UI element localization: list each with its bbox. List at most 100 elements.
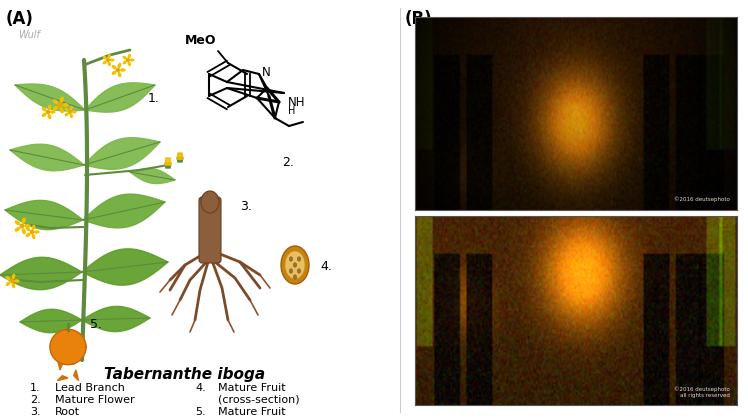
Ellipse shape [120,69,125,71]
Polygon shape [5,200,83,230]
Polygon shape [84,138,160,169]
Text: 2.: 2. [30,395,40,405]
Ellipse shape [123,56,126,59]
Ellipse shape [128,62,130,66]
Ellipse shape [112,71,116,74]
Ellipse shape [12,274,15,278]
Ellipse shape [6,282,10,285]
Ellipse shape [25,225,30,227]
Text: 5.: 5. [90,318,102,331]
Circle shape [31,231,34,234]
Text: H: H [288,106,295,116]
Ellipse shape [49,105,51,110]
Ellipse shape [297,257,301,261]
Ellipse shape [49,115,51,118]
Circle shape [107,59,109,61]
Polygon shape [58,375,68,381]
Ellipse shape [65,108,68,111]
Ellipse shape [103,56,106,59]
Circle shape [69,111,71,113]
Circle shape [126,59,129,61]
Polygon shape [20,309,82,333]
Ellipse shape [70,114,73,118]
Text: Mature Flower: Mature Flower [55,395,135,405]
Text: 1.: 1. [148,92,160,105]
Ellipse shape [32,226,34,229]
Ellipse shape [26,234,30,236]
Text: Wulf: Wulf [18,30,40,40]
Ellipse shape [118,73,120,76]
Ellipse shape [130,59,134,61]
Text: Tabernanthe iboga: Tabernanthe iboga [105,368,266,383]
Ellipse shape [297,269,301,273]
Polygon shape [83,194,165,228]
Ellipse shape [6,277,10,280]
Ellipse shape [110,59,114,61]
Ellipse shape [61,97,63,102]
Polygon shape [0,257,82,290]
Ellipse shape [293,275,297,279]
Ellipse shape [53,100,58,103]
Polygon shape [130,168,175,184]
Ellipse shape [12,284,15,288]
Polygon shape [82,307,150,332]
Ellipse shape [108,55,110,58]
Text: 4.: 4. [320,260,332,273]
Polygon shape [177,158,183,162]
Circle shape [58,103,62,107]
Ellipse shape [103,61,106,63]
Text: (A): (A) [6,10,34,28]
Circle shape [10,279,13,283]
Polygon shape [58,360,62,370]
Polygon shape [165,158,171,165]
Polygon shape [177,153,183,159]
Polygon shape [50,329,86,365]
Polygon shape [10,144,84,171]
Polygon shape [82,249,168,285]
Ellipse shape [70,107,73,110]
FancyBboxPatch shape [199,197,221,263]
Polygon shape [73,370,79,381]
Text: 3.: 3. [30,407,40,417]
Text: MeO: MeO [185,34,216,47]
Ellipse shape [289,257,292,261]
Ellipse shape [22,229,25,234]
Ellipse shape [112,66,116,69]
Ellipse shape [22,218,25,223]
Polygon shape [15,84,85,111]
Polygon shape [85,83,155,112]
Text: ©2016 deutsephoto: ©2016 deutsephoto [675,197,730,202]
Ellipse shape [281,246,309,284]
Ellipse shape [15,280,19,282]
Ellipse shape [285,251,305,279]
Text: Mature Fruit: Mature Fruit [218,407,286,417]
Text: Root: Root [55,407,80,417]
Ellipse shape [34,231,39,233]
Text: 1.: 1. [30,383,40,393]
Text: N: N [262,66,271,79]
Text: 4.: 4. [195,383,206,393]
Polygon shape [68,360,79,364]
Text: 5.: 5. [195,407,206,417]
Text: (B): (B) [405,10,432,28]
Text: Mature Fruit: Mature Fruit [218,383,286,393]
Circle shape [46,110,49,113]
Text: (cross-section): (cross-section) [218,395,300,405]
Ellipse shape [73,111,76,113]
Ellipse shape [293,263,297,267]
Text: 2.: 2. [282,155,294,168]
Ellipse shape [43,113,46,116]
Ellipse shape [53,107,58,110]
Circle shape [20,224,24,228]
Ellipse shape [61,108,63,113]
Ellipse shape [289,269,292,273]
Ellipse shape [128,55,130,58]
Text: 3.: 3. [240,200,252,213]
Ellipse shape [16,221,19,224]
Ellipse shape [201,191,219,213]
Polygon shape [165,163,171,168]
Ellipse shape [118,63,120,68]
Ellipse shape [123,61,126,63]
Ellipse shape [26,228,30,231]
Circle shape [117,68,120,71]
